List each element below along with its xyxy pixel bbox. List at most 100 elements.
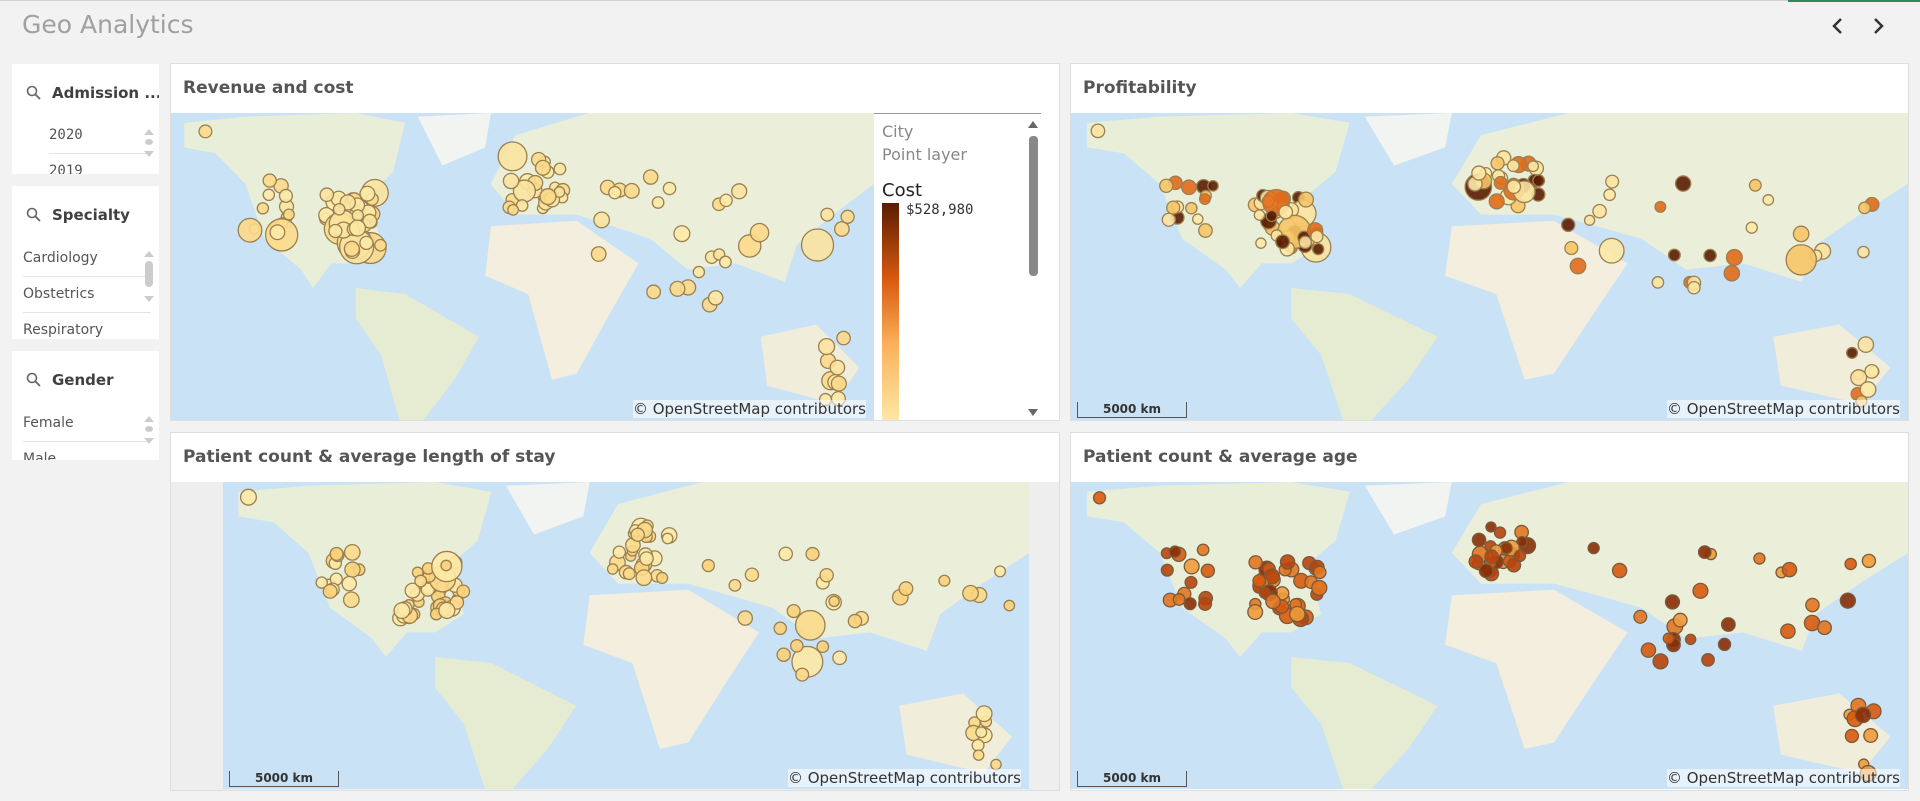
map-point [1160, 563, 1174, 577]
map-point [497, 141, 528, 172]
map-point [642, 169, 659, 185]
scroll-down [1028, 409, 1038, 416]
map-point [1633, 609, 1648, 624]
filter-item[interactable]: Obstetrics [23, 276, 151, 313]
map-point [1493, 175, 1508, 190]
map[interactable]: © OpenStreetMap contributors 5000 km [1071, 482, 1908, 789]
map-point [639, 551, 654, 566]
map-point [1717, 637, 1732, 652]
filter-item[interactable]: Female [23, 405, 151, 442]
map-point [1703, 248, 1717, 263]
basemap-fade [1071, 113, 1908, 420]
map-point [1248, 555, 1263, 570]
map-point [456, 584, 471, 599]
scrollbar [144, 251, 154, 302]
map-point [773, 621, 788, 636]
map-point [673, 225, 691, 243]
map-point [1484, 549, 1499, 564]
legend-scrollbar [1025, 114, 1041, 420]
basemap-fade [1071, 482, 1908, 789]
map-point [1092, 491, 1107, 505]
map-point [1687, 280, 1701, 295]
filter-item[interactable]: 2019 [49, 153, 149, 174]
map-point [239, 488, 257, 506]
filter-item[interactable]: 2020 [49, 117, 149, 154]
panel-header [1071, 64, 1908, 113]
map-point [1664, 594, 1681, 610]
panel[interactable]: Revenue and cost © OpenStreetMap contribu… [170, 63, 1060, 421]
map-point [1500, 541, 1513, 555]
panel[interactable]: Patient count & average age © OpenStreetM… [1070, 432, 1909, 791]
map-point [362, 213, 378, 229]
map[interactable]: © OpenStreetMap contributors [171, 113, 874, 420]
map-point [692, 265, 706, 279]
map-point [1185, 201, 1198, 215]
map-point [534, 159, 551, 176]
map-point [786, 603, 801, 619]
filter-pane[interactable]: Specialty Cardiology Obstetrics Respiratory [12, 186, 159, 339]
map-point [816, 640, 830, 653]
panel[interactable]: Profitability © OpenStreetMap contributor… [1070, 63, 1909, 421]
search-icon [26, 207, 41, 222]
map-point [1275, 234, 1291, 250]
scroll-thumb [1029, 136, 1038, 276]
search-icon-handle [34, 380, 41, 387]
filter-title-text: Specialty [52, 206, 130, 224]
map-point [1471, 165, 1487, 181]
map[interactable]: © OpenStreetMap contributors 5000 km [1071, 113, 1908, 420]
map-point [1583, 214, 1596, 226]
filter-title[interactable]: Specialty [26, 206, 130, 224]
map-point [359, 235, 374, 251]
attribution[interactable]: © OpenStreetMap contributors [1666, 769, 1900, 787]
map-point [1859, 381, 1877, 398]
basemap-fade [223, 482, 1029, 789]
map-point [962, 584, 979, 602]
panel[interactable]: Patient count & average length of stay © … [170, 432, 1060, 791]
map-canvas [1071, 482, 1908, 789]
filter-title[interactable]: Gender [26, 371, 113, 389]
filter-pane[interactable]: Gender Female Male [12, 351, 159, 460]
map-point [1471, 532, 1487, 548]
search-icon-lens [26, 85, 38, 97]
filter-pane[interactable]: Admission ... 2020 2019 [12, 64, 159, 174]
map-point [1278, 204, 1294, 220]
map-point [1781, 561, 1798, 578]
map-point [1792, 225, 1810, 243]
map-canvas [171, 113, 874, 420]
filter-item[interactable]: Cardiology [23, 240, 151, 277]
map-point [329, 546, 344, 561]
map-point [820, 207, 835, 222]
filter-title[interactable]: Admission ... [26, 84, 159, 102]
attribution[interactable]: © OpenStreetMap contributors [632, 400, 866, 418]
map-point [651, 196, 665, 209]
map-point [707, 290, 724, 306]
filter-item[interactable]: Male [23, 441, 151, 460]
map-point [1598, 237, 1625, 264]
next-button[interactable] [1866, 14, 1890, 38]
map-point [1265, 593, 1281, 610]
map-point [374, 238, 387, 252]
map-point [440, 559, 453, 572]
prev-button[interactable] [1826, 14, 1850, 38]
map-point [1692, 582, 1709, 599]
map-point [414, 574, 428, 588]
map-point [701, 558, 716, 573]
map-point [359, 185, 376, 202]
map-point [262, 188, 276, 202]
map-point [1592, 203, 1607, 219]
scale-bar: 5000 km [1077, 402, 1187, 418]
map-point [836, 330, 851, 346]
attribution[interactable]: © OpenStreetMap contributors [787, 769, 1021, 787]
map-point [315, 576, 328, 589]
map-point [1488, 193, 1505, 210]
map-point [1863, 727, 1879, 743]
map[interactable]: © OpenStreetMap contributors 5000 km [223, 482, 1029, 789]
attribution[interactable]: © OpenStreetMap contributors [1666, 400, 1900, 418]
map-point [749, 222, 770, 243]
map-point [662, 181, 677, 196]
map-point [1297, 191, 1315, 208]
map-point [1198, 193, 1211, 206]
map-point [1845, 346, 1859, 359]
map-point [1839, 592, 1857, 609]
filter-item[interactable]: Respiratory [23, 312, 151, 339]
